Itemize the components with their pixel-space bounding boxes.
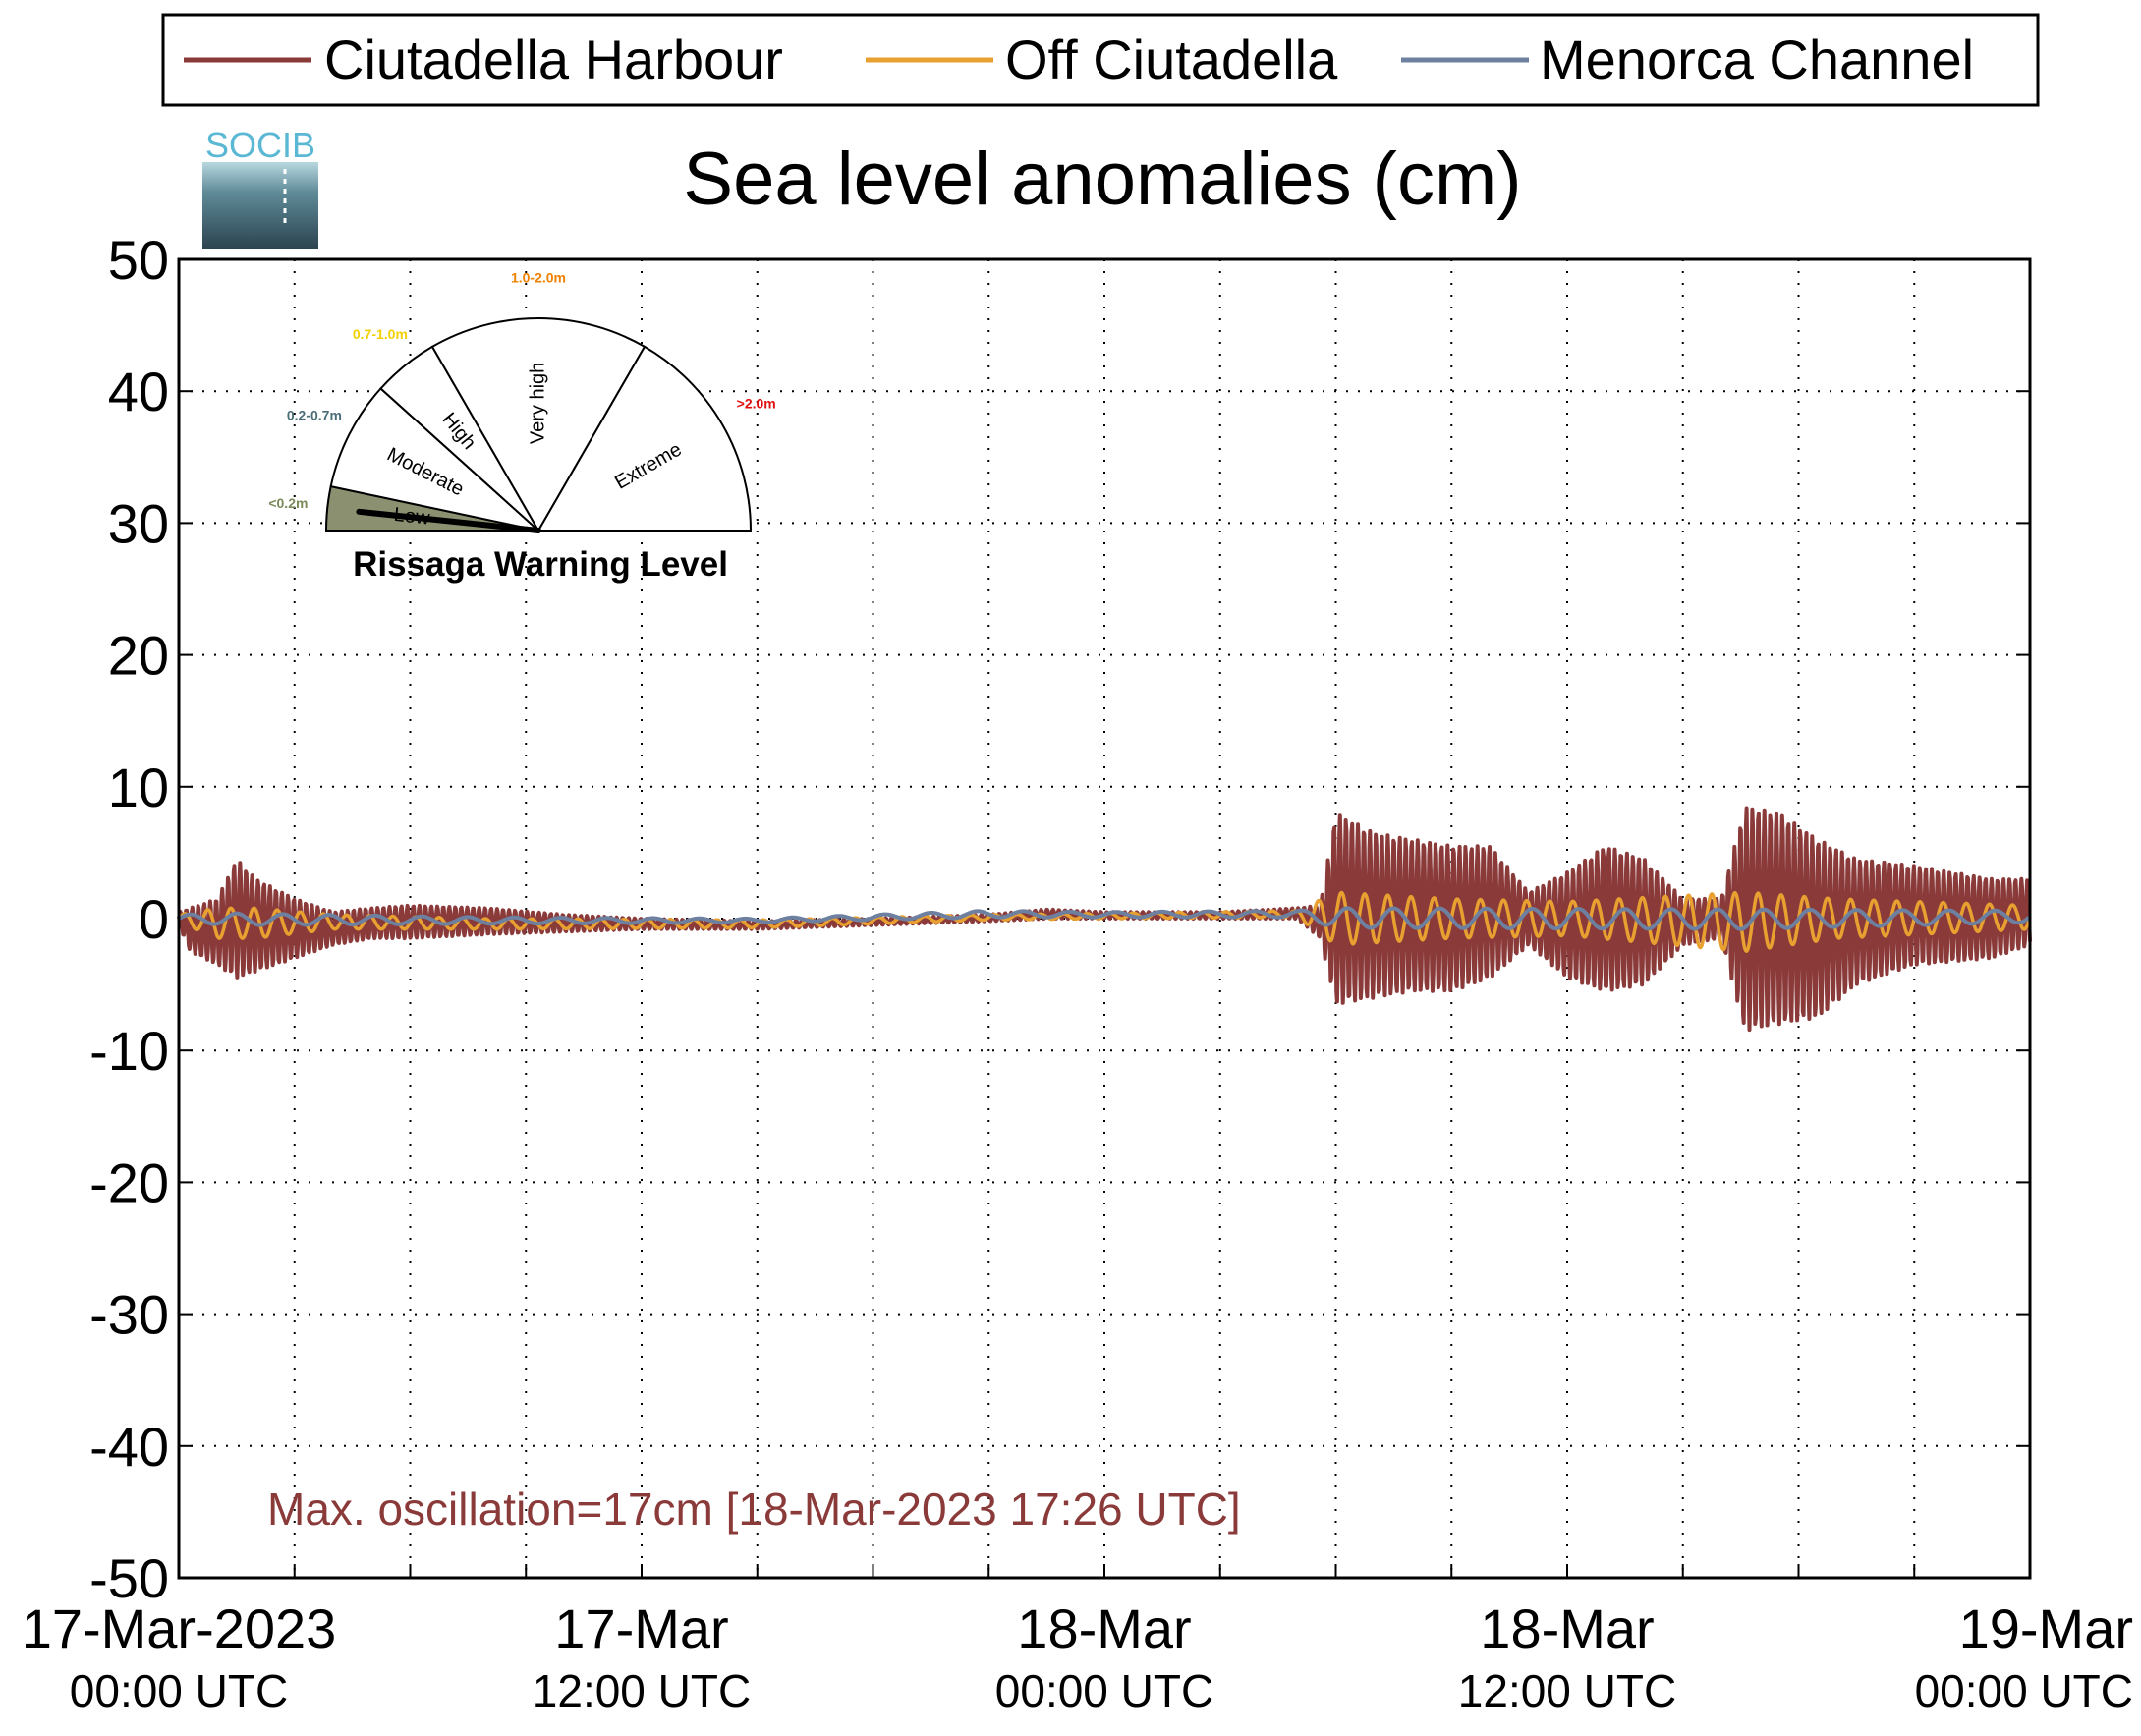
x-tick-label-time: 12:00 UTC — [1458, 1665, 1676, 1716]
y-tick-label: -40 — [89, 1416, 169, 1478]
y-tick-label: 0 — [139, 888, 169, 950]
legend: Ciutadella Harbour Off Ciutadella Menorc… — [161, 13, 2040, 107]
legend-label-menorca-channel: Menorca Channel — [1540, 28, 1974, 90]
y-tick-label: 10 — [108, 756, 169, 818]
socib-logo: SOCIB — [202, 125, 318, 249]
legend-label-ciutadella-harbour: Ciutadella Harbour — [324, 28, 783, 90]
legend-label-off-ciutadella: Off Ciutadella — [1005, 28, 1338, 90]
x-tick-label-time: 00:00 UTC — [1915, 1665, 2133, 1716]
gauge-sector-moderate — [329, 387, 542, 532]
x-tick-label-date: 17-Mar — [554, 1597, 728, 1659]
x-tick-label-time: 00:00 UTC — [70, 1665, 288, 1716]
chart-title: Sea level anomalies (cm) — [683, 138, 1521, 221]
y-tick-label: -20 — [89, 1151, 169, 1213]
gauge-title: Rissaga Warning Level — [353, 545, 728, 584]
x-tick-label-time: 12:00 UTC — [533, 1665, 751, 1716]
gauge-needle — [356, 508, 541, 533]
gauge-sector-extreme — [536, 345, 753, 532]
gauge-range-label: <0.2m — [268, 495, 308, 511]
gauge-level-label: Very high — [527, 363, 548, 444]
y-tick-label: -10 — [89, 1020, 169, 1082]
gauge-sector-very-high — [430, 317, 647, 533]
x-tick-label-date: 18-Mar — [1480, 1597, 1654, 1659]
y-tick-label: 30 — [108, 492, 169, 554]
rissaga-gauge: Low<0.2mModerate0.2-0.7mHigh0.7-1.0mVery… — [268, 270, 776, 533]
y-tick-label: 50 — [108, 229, 169, 291]
y-tick-label: -50 — [89, 1547, 169, 1609]
x-tick-label-time: 00:00 UTC — [995, 1665, 1213, 1716]
y-tick-label: -30 — [89, 1284, 169, 1346]
gauge-range-label: >2.0m — [737, 396, 776, 412]
x-tick-label-date: 19-Mar — [1959, 1597, 2133, 1659]
gauge-range-label: 1.0-2.0m — [511, 270, 566, 286]
gauge-range-label: 0.7-1.0m — [353, 326, 408, 342]
socib-logo-text: SOCIB — [205, 125, 315, 165]
x-tick-label-date: 17-Mar-2023 — [22, 1597, 337, 1659]
series-line-menorca-channel — [177, 906, 2032, 931]
series — [177, 806, 2032, 1033]
x-tick-label-date: 18-Mar — [1017, 1597, 1191, 1659]
y-tick-label: 40 — [108, 361, 169, 422]
gauge-range-label: 0.2-0.7m — [287, 407, 342, 422]
legend-box — [161, 13, 2040, 107]
max-oscillation-annotation: Max. oscillation=17cm [18-Mar-2023 17:26… — [267, 1484, 1241, 1535]
y-tick-label: 20 — [108, 625, 169, 687]
